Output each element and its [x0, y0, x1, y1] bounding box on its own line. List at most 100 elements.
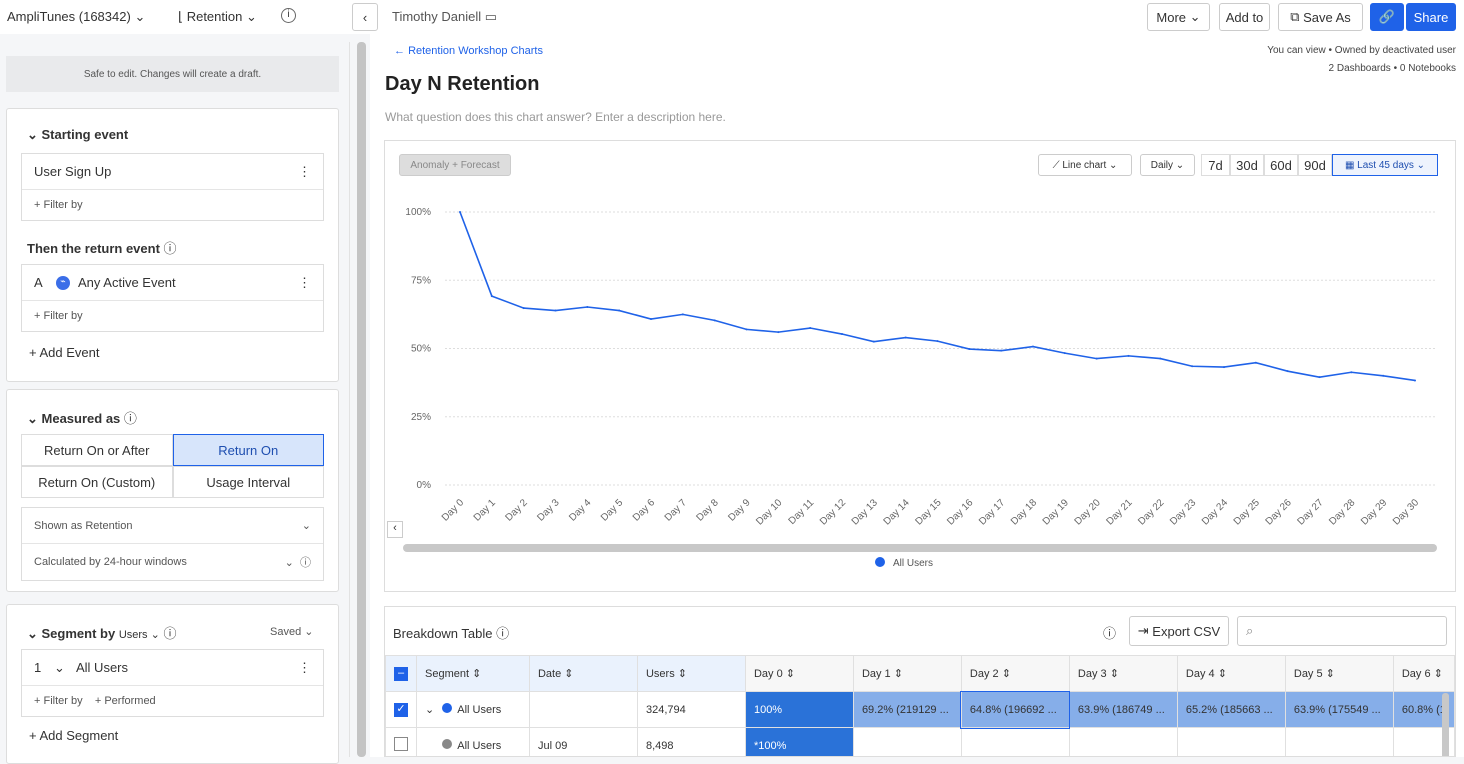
range-90d[interactable]: 90d: [1298, 154, 1332, 176]
measure-return-on-custom[interactable]: Return On (Custom): [21, 466, 173, 498]
range-last-45-days[interactable]: ▦ Last 45 days ⌄: [1332, 154, 1438, 176]
search-icon: ⌕: [1246, 623, 1254, 638]
x-tick-label: Day 25: [1232, 497, 1262, 527]
col-day-6[interactable]: Day 6 ⇕: [1392, 655, 1455, 692]
return-event-title: Then the return event ⓘ: [27, 241, 177, 256]
info-icon[interactable]: i: [281, 8, 296, 23]
col-day-1[interactable]: Day 1 ⇕: [852, 655, 962, 692]
performed-button[interactable]: + Performed: [94, 695, 156, 707]
data-point: [1318, 376, 1321, 379]
link-icon[interactable]: 🔗: [1370, 3, 1404, 31]
x-tick-label: Day 26: [1264, 497, 1294, 527]
data-point: [618, 309, 621, 312]
table-scrollbar[interactable]: [1442, 693, 1449, 756]
x-tick-label: Day 29: [1359, 497, 1389, 527]
retention-icon: ⌊: [178, 9, 184, 24]
scroll-left-button[interactable]: ‹: [387, 521, 403, 538]
chart-scrollbar[interactable]: [403, 544, 1437, 552]
data-point: [713, 319, 716, 322]
data-point: [936, 340, 939, 343]
more-button[interactable]: More ⌄: [1147, 3, 1210, 31]
data-point: [1191, 365, 1194, 368]
col-segment[interactable]: Segment ⇕: [416, 655, 530, 692]
col-day-0[interactable]: Day 0 ⇕: [744, 655, 854, 692]
table-row: All Users Jul 09 8,498 *100%: [385, 727, 1455, 756]
collapse-panel-button[interactable]: ‹: [352, 3, 378, 31]
saved-dropdown[interactable]: Saved ⌄: [270, 626, 314, 638]
segment-title: ⌄ Segment by Users ⌄ ⓘ: [27, 626, 177, 641]
info-icon: ⓘ: [163, 241, 177, 256]
data-point: [1414, 379, 1416, 382]
project-selector[interactable]: AmpliTunes (168342) ⌄: [7, 9, 145, 25]
segment-unit-dropdown[interactable]: Users ⌄: [118, 629, 160, 641]
interval-dropdown[interactable]: Daily ⌄: [1140, 154, 1195, 176]
measure-return-on[interactable]: Return On: [172, 434, 324, 466]
legend-all-users[interactable]: All Users: [875, 557, 933, 569]
row-checkbox[interactable]: ✓: [394, 702, 408, 717]
range-30d[interactable]: 30d: [1230, 154, 1264, 176]
x-tick-label: Day 0: [440, 497, 467, 524]
col-day-5[interactable]: Day 5 ⇕: [1284, 655, 1394, 692]
chart-type-selector[interactable]: ⌊ Retention ⌄: [178, 9, 257, 24]
chart-kind-dropdown[interactable]: ⟋ Line chart ⌄: [1038, 154, 1132, 176]
export-csv-button[interactable]: ⇥ Export CSV: [1129, 616, 1229, 646]
col-date[interactable]: Date ⇕: [528, 655, 638, 692]
x-tick-label: Day 19: [1041, 497, 1071, 527]
x-tick-label: Day 8: [695, 497, 722, 524]
left-panel: Safe to edit. Changes will create a draf…: [0, 42, 350, 764]
starting-event[interactable]: User Sign Up ⋮: [22, 154, 323, 190]
select-all-checkbox[interactable]: –: [394, 666, 408, 681]
add-event-button[interactable]: + Add Event: [29, 345, 100, 360]
data-point: [841, 333, 843, 336]
y-tick-label: 0%: [417, 480, 432, 491]
range-60d[interactable]: 60d: [1264, 154, 1298, 176]
anomaly-forecast-button[interactable]: Anomaly + Forecast: [399, 154, 511, 176]
segment-item[interactable]: 1 ⌄ All Users ⋮: [22, 650, 323, 686]
more-vert-icon[interactable]: ⋮: [298, 274, 311, 290]
left-scrollbar[interactable]: [357, 42, 366, 757]
table-search-input[interactable]: ⌕: [1237, 616, 1447, 646]
data-point: [1382, 374, 1385, 377]
measured-card: ⌄ Measured as ⓘ Return On or After Retur…: [6, 389, 339, 592]
calculated-by-dropdown[interactable]: Calculated by 24-hour windows ⌄ ⓘ: [34, 556, 311, 569]
x-tick-label: Day 12: [818, 497, 848, 527]
table-title: Breakdown Table ⓘ: [393, 626, 510, 641]
measured-title: ⌄ Measured as ⓘ: [27, 411, 137, 426]
col-users[interactable]: Users ⇕: [636, 655, 746, 692]
data-point: [745, 328, 748, 331]
more-vert-icon[interactable]: ⋮: [298, 163, 311, 179]
starting-event-title: ⌄ Starting event: [27, 127, 129, 142]
series-line: [459, 211, 1416, 382]
measure-return-on-or-after[interactable]: Return On or After: [21, 434, 173, 466]
x-tick-label: Day 21: [1104, 497, 1134, 527]
x-tick-label: Day 6: [631, 497, 658, 524]
row-checkbox[interactable]: [394, 737, 408, 751]
owner-folder[interactable]: Timothy Daniell ▭: [392, 9, 497, 25]
add-to-button[interactable]: Add to: [1219, 3, 1270, 31]
chart-card: Anomaly + Forecast ⟋ Line chart ⌄ Daily …: [384, 140, 1456, 592]
share-button[interactable]: Share: [1406, 3, 1456, 31]
filter-by[interactable]: + Filter by: [34, 199, 83, 211]
filter-by[interactable]: + Filter by: [34, 695, 83, 707]
shown-as-dropdown[interactable]: Shown as Retention ⌄: [22, 508, 323, 544]
save-as-button[interactable]: ⧉ Save As: [1278, 3, 1363, 31]
add-segment-button[interactable]: + Add Segment: [29, 728, 119, 743]
col-day-3[interactable]: Day 3 ⇕: [1068, 655, 1178, 692]
back-link[interactable]: ← Retention Workshop Charts: [394, 45, 543, 57]
x-tick-label: Day 30: [1391, 497, 1421, 527]
more-vert-icon: ⋮: [298, 659, 311, 675]
filter-by[interactable]: + Filter by: [34, 310, 83, 322]
table-row: ✓ ⌄ All Users 324,794 100% 69.2% (219129…: [385, 690, 1455, 729]
info-icon[interactable]: ⓘ: [1103, 626, 1117, 641]
range-7d[interactable]: 7d: [1201, 154, 1230, 176]
data-point: [1350, 371, 1353, 374]
folder-icon: ▭: [484, 9, 498, 24]
x-tick-label: Day 3: [535, 497, 562, 524]
x-tick-label: Day 1: [472, 497, 499, 524]
col-day-2[interactable]: Day 2 ⇕: [960, 655, 1070, 692]
segment-dot-icon: [442, 739, 453, 749]
col-day-4[interactable]: Day 4 ⇕: [1176, 655, 1286, 692]
measure-usage-interval[interactable]: Usage Interval: [172, 466, 324, 498]
return-event[interactable]: A ⌁ Any Active Event ⋮: [22, 265, 323, 301]
description-input[interactable]: What question does this chart answer? En…: [385, 110, 726, 124]
